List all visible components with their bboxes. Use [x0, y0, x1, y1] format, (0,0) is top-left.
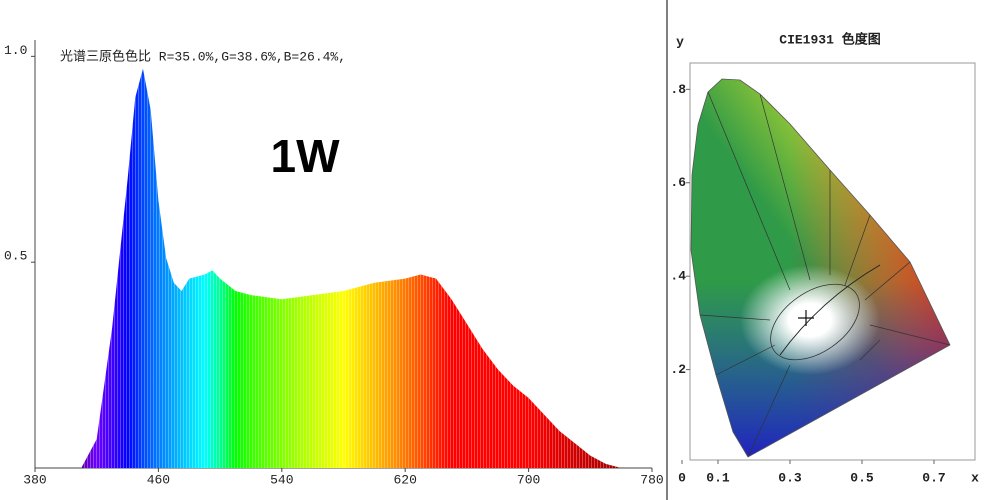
- x-axis-label: x: [971, 470, 979, 485]
- y-tick-label: 1.0: [4, 43, 27, 58]
- x-tick-label: 620: [393, 472, 416, 487]
- chart-title: CIE1931 色度图: [779, 31, 880, 47]
- annotation: 1W: [271, 130, 341, 182]
- x-tick-label: 380: [23, 472, 46, 487]
- y-tick-label: .6: [670, 175, 686, 190]
- region-line: [770, 283, 860, 361]
- chart-title: 光谱三原色色比 R=35.0%,G=38.6%,B=26.4%,: [60, 48, 346, 64]
- x-tick-label: 0.7: [922, 470, 945, 485]
- y-tick-label: .8: [670, 82, 686, 97]
- x-tick-label: 0.1: [706, 470, 730, 485]
- bar-texture: [65, 68, 637, 468]
- y-tick-label: .4: [670, 269, 686, 284]
- x-tick-label: 0.3: [778, 470, 802, 485]
- white-point-marker: [798, 310, 814, 326]
- x-tick-label: 780: [640, 472, 663, 487]
- spectrum-panel: 光谱三原色色比 R=35.0%,G=38.6%,B=26.4%, 1W 380 4…: [4, 40, 664, 487]
- x-tick-label: 460: [147, 472, 170, 487]
- y-axis-label: y: [676, 34, 684, 49]
- cie-panel: CIE1931 色度图 y x 0 0.1 0.3 0.5 0.7 .2 .4 .6 .8: [670, 31, 979, 485]
- y-tick-label: 0.5: [4, 249, 27, 264]
- x-tick-label: 700: [517, 472, 540, 487]
- x-tick-label: 0.5: [850, 470, 874, 485]
- y-tick-label: .2: [670, 362, 686, 377]
- spectral-locus: [690, 78, 951, 458]
- x-tick-label: 540: [270, 472, 293, 487]
- planckian-locus: [779, 264, 881, 356]
- region-lines: [699, 91, 950, 457]
- x-tick-label: 0: [678, 470, 686, 485]
